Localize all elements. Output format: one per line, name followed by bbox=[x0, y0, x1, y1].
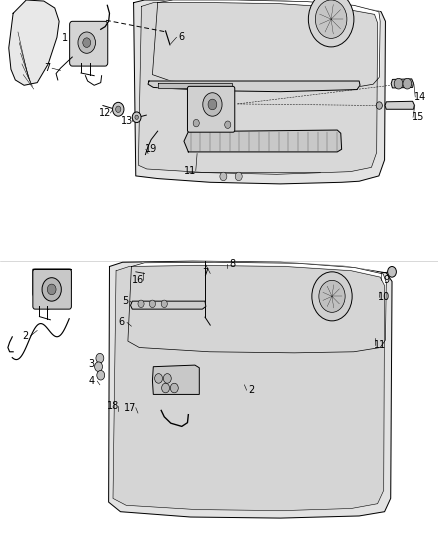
Circle shape bbox=[163, 374, 171, 383]
Circle shape bbox=[113, 102, 124, 116]
Circle shape bbox=[132, 112, 141, 123]
Circle shape bbox=[97, 370, 105, 380]
Polygon shape bbox=[128, 262, 386, 353]
Text: 8: 8 bbox=[229, 259, 235, 269]
Circle shape bbox=[83, 38, 91, 47]
Polygon shape bbox=[391, 79, 413, 88]
Circle shape bbox=[225, 121, 231, 128]
Circle shape bbox=[78, 32, 95, 53]
Circle shape bbox=[403, 78, 412, 89]
Circle shape bbox=[170, 383, 178, 393]
Text: 1: 1 bbox=[62, 34, 68, 43]
Text: 7: 7 bbox=[44, 63, 50, 73]
FancyBboxPatch shape bbox=[187, 86, 235, 132]
Polygon shape bbox=[109, 261, 392, 518]
Text: 19: 19 bbox=[145, 144, 157, 154]
Circle shape bbox=[319, 280, 345, 312]
Text: 14: 14 bbox=[414, 92, 427, 102]
FancyBboxPatch shape bbox=[33, 269, 71, 309]
Text: 16: 16 bbox=[132, 276, 144, 285]
Text: 5: 5 bbox=[122, 296, 128, 306]
Text: 18: 18 bbox=[107, 401, 119, 411]
Circle shape bbox=[394, 78, 403, 89]
Text: 10: 10 bbox=[378, 293, 391, 302]
Circle shape bbox=[47, 284, 56, 295]
Text: 9: 9 bbox=[383, 275, 389, 285]
Circle shape bbox=[308, 0, 354, 47]
Text: 11: 11 bbox=[184, 166, 197, 175]
Polygon shape bbox=[113, 265, 385, 511]
Text: 15: 15 bbox=[412, 112, 424, 122]
Polygon shape bbox=[9, 0, 59, 85]
Text: 6: 6 bbox=[179, 33, 185, 42]
Circle shape bbox=[376, 102, 382, 109]
Text: 6: 6 bbox=[119, 318, 125, 327]
Circle shape bbox=[155, 374, 162, 383]
Circle shape bbox=[208, 99, 217, 110]
Polygon shape bbox=[184, 130, 342, 152]
FancyBboxPatch shape bbox=[70, 21, 108, 66]
Circle shape bbox=[203, 93, 222, 116]
Polygon shape bbox=[158, 83, 232, 88]
Text: 2: 2 bbox=[249, 385, 255, 395]
Text: 2: 2 bbox=[22, 331, 28, 341]
Text: 13: 13 bbox=[121, 116, 133, 126]
Circle shape bbox=[116, 106, 121, 112]
Text: 12: 12 bbox=[99, 108, 111, 118]
Polygon shape bbox=[148, 81, 360, 92]
Circle shape bbox=[315, 0, 347, 38]
Circle shape bbox=[42, 278, 61, 301]
Circle shape bbox=[135, 115, 138, 119]
Circle shape bbox=[149, 300, 155, 308]
Circle shape bbox=[388, 266, 396, 277]
Circle shape bbox=[138, 300, 144, 308]
Text: 3: 3 bbox=[88, 359, 94, 368]
Polygon shape bbox=[33, 269, 71, 309]
Circle shape bbox=[235, 172, 242, 181]
Polygon shape bbox=[134, 0, 385, 184]
Polygon shape bbox=[152, 365, 199, 394]
Circle shape bbox=[96, 353, 104, 363]
Circle shape bbox=[312, 272, 352, 321]
Polygon shape bbox=[131, 301, 206, 309]
Polygon shape bbox=[152, 0, 380, 88]
Circle shape bbox=[95, 362, 102, 372]
Text: 7: 7 bbox=[202, 269, 208, 278]
Polygon shape bbox=[138, 3, 378, 174]
Circle shape bbox=[193, 119, 199, 127]
Text: 17: 17 bbox=[124, 403, 137, 413]
Text: 4: 4 bbox=[89, 376, 95, 386]
Circle shape bbox=[162, 383, 170, 393]
Polygon shape bbox=[385, 101, 414, 109]
Circle shape bbox=[161, 300, 167, 308]
Text: 11: 11 bbox=[374, 340, 386, 350]
Text: 1: 1 bbox=[36, 279, 42, 288]
Circle shape bbox=[220, 172, 227, 181]
